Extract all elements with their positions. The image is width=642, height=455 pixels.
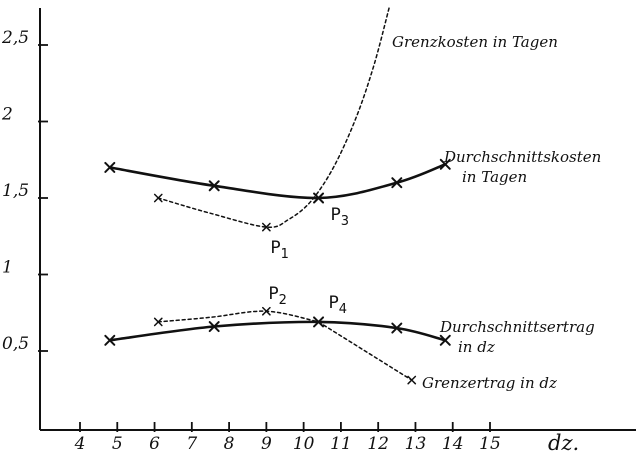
y-tick-label: 2,5 [1, 28, 29, 48]
y-tick-label: 0,5 [2, 334, 29, 354]
average-cost-label: Durchschnittskosten in Tagen [443, 148, 601, 186]
x-tick-label: 10 [293, 434, 315, 454]
x-tick-label: 15 [479, 434, 501, 454]
point-label-subscript: 1 [281, 247, 289, 262]
marginal-cost-label: Grenzkosten in Tagen [392, 33, 558, 51]
x-tick-label: 6 [149, 434, 160, 454]
point-label-letter: P [268, 284, 278, 304]
average-yield-point [313, 316, 325, 328]
marginal-yield-label: Grenzertrag in dz [422, 374, 557, 392]
curves [108, 6, 447, 381]
x-tick-label: 8 [224, 434, 235, 454]
point-label-p3: P3 [331, 205, 350, 229]
average-cost-point [313, 192, 325, 204]
marginal-yield-point [407, 375, 417, 385]
x-axis-title: dz. [548, 431, 579, 455]
series-label-line: Durchschnittsertrag [439, 318, 595, 336]
marginal-yield-point [153, 317, 163, 327]
average-yield-point [208, 321, 220, 333]
y-tick-label: 2 [1, 105, 13, 125]
series-label-line: in Tagen [462, 168, 527, 186]
x-tick-label: 12 [367, 434, 389, 454]
marginal-yield-point [262, 306, 271, 316]
series-label-line: Durchschnittskosten [443, 148, 601, 166]
series-label-line: Grenzkosten in Tagen [392, 33, 558, 51]
x-tick-label: 5 [112, 434, 123, 454]
x-tick-label: 14 [442, 434, 464, 454]
average-cost-point [208, 180, 220, 192]
x-tick-label: 7 [186, 434, 197, 454]
y-tick-label: 1 [2, 258, 13, 278]
average-cost-curve [108, 163, 447, 200]
marginal-cost-point [153, 193, 163, 203]
x-tick-label: 4 [74, 434, 86, 454]
x-tick-label: 9 [261, 434, 272, 454]
point-label-letter: P [329, 293, 339, 313]
marginal-cost-curve [157, 6, 391, 228]
point-label-p1: P1 [270, 238, 289, 262]
y-tick-label: 1,5 [2, 181, 29, 201]
average-yield-point [439, 334, 451, 346]
axes [39, 8, 636, 431]
point-label-letter: P [270, 238, 280, 258]
average-cost-point [439, 158, 451, 170]
average-yield-label: Durchschnittsertrag in dz [439, 318, 595, 356]
average-yield-point [391, 322, 403, 334]
point-label-subscript: 4 [339, 302, 347, 317]
point-label-subscript: 2 [279, 293, 287, 308]
markers [104, 158, 451, 385]
marginal-cost-point [262, 222, 271, 232]
series-label-line: Grenzertrag in dz [422, 374, 557, 392]
x-tick-label: 13 [405, 434, 427, 454]
average-cost-point [104, 161, 116, 173]
x-tick-label: 11 [330, 434, 352, 454]
point-label-p4: P4 [329, 293, 348, 317]
point-label-p2: P2 [268, 284, 287, 308]
marginal-yield-curve [157, 310, 413, 381]
series-labels: Durchschnittskosten in Tagen Grenzkosten i… [392, 33, 601, 392]
average-cost-point [391, 177, 403, 189]
x-ticks: 4 5 6 7 8 9 10 11 12 13 14 15 [74, 422, 501, 454]
average-yield-curve [108, 320, 447, 342]
point-label-subscript: 3 [341, 214, 349, 229]
series-label-line: in dz [458, 338, 495, 356]
point-label-letter: P [331, 205, 341, 225]
average-yield-point [104, 334, 116, 346]
y-ticks: 0,5 1 1,5 2 2,5 [1, 28, 48, 354]
